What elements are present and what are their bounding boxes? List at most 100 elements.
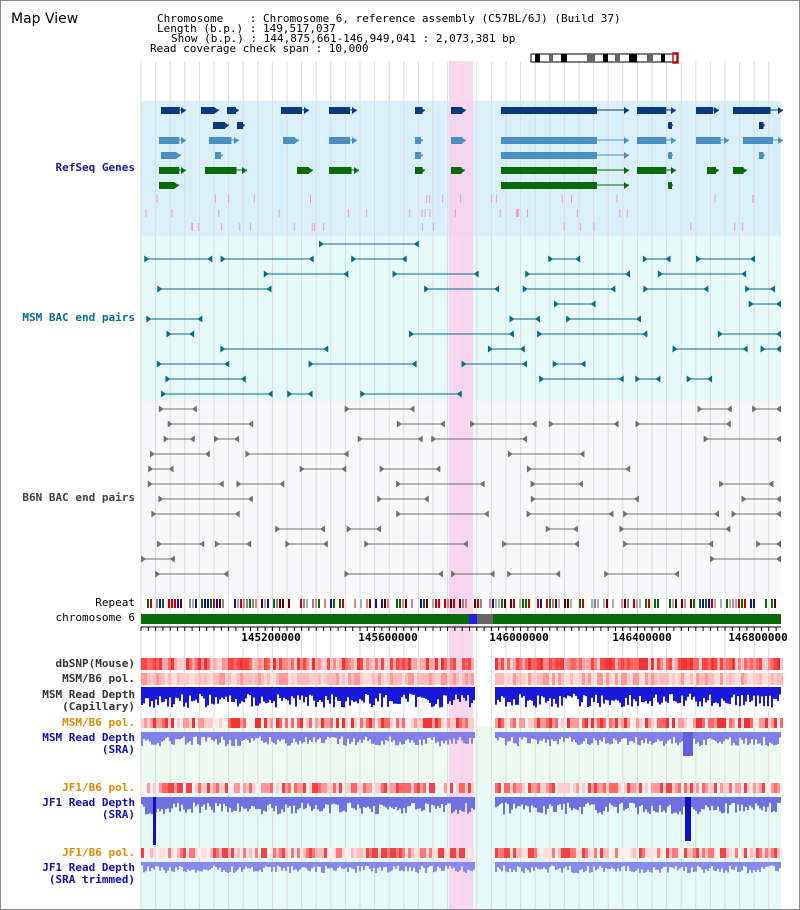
gene-exon bbox=[451, 107, 463, 114]
msm-bac-end bbox=[494, 285, 500, 293]
msm-capillary-depth bbox=[249, 687, 251, 696]
dbsnp-cell bbox=[495, 658, 498, 670]
repeat-mark bbox=[591, 599, 593, 608]
msm-sra-depth bbox=[375, 732, 377, 745]
msm-bac-end bbox=[635, 315, 641, 323]
msm-sra-depth bbox=[541, 732, 543, 741]
msm-pol-cell bbox=[537, 673, 540, 685]
jf1-trim-depth bbox=[245, 862, 247, 867]
repeat-mark bbox=[546, 599, 548, 608]
repeat-track-label[interactable]: Repeat bbox=[95, 596, 135, 609]
msm-sra-depth bbox=[763, 732, 765, 738]
jf1-trim-depth bbox=[595, 862, 597, 871]
repeat-mark bbox=[522, 599, 524, 608]
msm-b6-pol-label[interactable]: MSM/B6 pol. bbox=[62, 672, 135, 685]
msm-pol2-cell bbox=[537, 718, 540, 728]
jf1-sra-depth bbox=[727, 797, 729, 814]
jf1-sra-depth bbox=[729, 797, 731, 805]
gene-arrow bbox=[308, 167, 313, 174]
jf1-trim-depth bbox=[147, 862, 149, 867]
jf1-sra-depth bbox=[661, 797, 663, 813]
jf1-trim-depth bbox=[369, 862, 371, 869]
msm-depth-sra-label[interactable]: MSM Read Depth bbox=[42, 731, 135, 744]
msm-pol2-cell bbox=[408, 718, 411, 728]
jf1-pol-cell bbox=[294, 783, 297, 793]
msm-sra-depth bbox=[441, 732, 443, 741]
b6n-bac-track-label[interactable]: B6N BAC end pairs bbox=[22, 491, 135, 504]
jf1-sra-depth bbox=[713, 797, 715, 811]
msm-pol2-cell bbox=[336, 718, 339, 728]
b6n-bac-end bbox=[218, 480, 224, 488]
msm-sra-depth bbox=[681, 732, 683, 742]
b6n-bac-end bbox=[608, 510, 614, 518]
dbsnp-track-label[interactable]: dbSNP(Mouse) bbox=[55, 657, 135, 670]
repeat-mark bbox=[207, 599, 209, 608]
msm-sra-depth bbox=[625, 732, 627, 739]
msm-depth-capillary-label[interactable]: MSM Read Depth bbox=[42, 688, 135, 701]
b6n-bac-end bbox=[409, 405, 415, 413]
jf1-pol-cell bbox=[603, 783, 606, 793]
jf1-trim-depth bbox=[673, 862, 675, 869]
jf1-trim-depth bbox=[207, 862, 209, 871]
jf1-trim-depth bbox=[175, 862, 177, 868]
jf1-sra-depth bbox=[659, 797, 661, 806]
msm-sra-depth bbox=[369, 732, 371, 740]
jf1-trim-depth bbox=[699, 862, 701, 868]
jf1-trim-depth bbox=[167, 862, 169, 871]
jf1-sra-depth bbox=[741, 797, 743, 805]
msm-sra-depth bbox=[613, 732, 615, 739]
msm-capillary-depth bbox=[281, 687, 283, 701]
msm-bac-end bbox=[220, 255, 226, 263]
msm-sra-depth bbox=[767, 732, 769, 747]
msm-sra-depth bbox=[439, 732, 441, 747]
dbsnp-cell bbox=[267, 658, 270, 670]
msm-sra-depth bbox=[705, 732, 707, 745]
jf1-sra-depth bbox=[367, 797, 369, 807]
jf1-pol2-cell bbox=[552, 848, 555, 858]
msm-bac-track-label[interactable]: MSM BAC end pairs bbox=[22, 311, 135, 324]
jf1-sra-depth bbox=[217, 797, 219, 807]
jf1-sra-depth bbox=[557, 797, 559, 805]
jf1-pol-cell bbox=[276, 783, 279, 793]
jf1-sra-depth bbox=[143, 797, 145, 807]
jf1-pol2-cell bbox=[546, 848, 549, 858]
jf1-trim-depth bbox=[779, 862, 781, 869]
msm-sra-depth bbox=[515, 732, 517, 744]
jf1-depth-trim-label[interactable]: JF1 Read Depth bbox=[42, 861, 135, 874]
jf1-b6-pol-label[interactable]: JF1/B6 pol. bbox=[62, 781, 135, 794]
msm-b6-pol-label-2[interactable]: MSM/B6 pol. bbox=[62, 716, 135, 729]
dbsnp-cell bbox=[537, 658, 540, 670]
msm-capillary-depth bbox=[229, 687, 231, 696]
msm-pol2-cell bbox=[306, 718, 309, 728]
jf1-sra-depth bbox=[591, 797, 593, 805]
msm-capillary-depth bbox=[749, 687, 751, 702]
dbsnp-cell bbox=[639, 658, 642, 670]
msm-sra-depth bbox=[587, 732, 589, 745]
msm-sra-depth bbox=[593, 732, 595, 739]
msm-sra-depth bbox=[621, 732, 623, 740]
msm-pol2-cell bbox=[165, 718, 168, 728]
jf1-trim-depth bbox=[775, 862, 777, 871]
msm-pol2-cell bbox=[453, 718, 456, 728]
msm-pol-cell bbox=[339, 673, 342, 685]
b6n-bac-end bbox=[776, 510, 781, 518]
msm-capillary-depth bbox=[203, 687, 205, 699]
jf1-sra-depth bbox=[463, 797, 465, 812]
jf1-pol2-cell bbox=[615, 848, 618, 858]
msm-sra-depth bbox=[739, 732, 741, 738]
msm-capillary-depth bbox=[513, 687, 515, 700]
msm-pol2-cell bbox=[690, 718, 693, 728]
jf1-sra-depth bbox=[647, 797, 649, 813]
msm-capillary-depth bbox=[561, 687, 563, 706]
jf1-trim-depth bbox=[355, 862, 357, 873]
msm-capillary-depth bbox=[277, 687, 279, 695]
repeat-mark bbox=[339, 599, 341, 608]
jf1-trim-depth bbox=[281, 862, 283, 871]
jf1-b6-pol-label-2[interactable]: JF1/B6 pol. bbox=[62, 846, 135, 859]
jf1-sra-depth bbox=[551, 797, 553, 807]
refseq-track-label[interactable]: RefSeq Genes bbox=[55, 161, 135, 174]
jf1-depth-sra-label[interactable]: JF1 Read Depth bbox=[42, 796, 135, 809]
msm-sra-depth bbox=[759, 732, 761, 744]
jf1-sra-depth bbox=[303, 797, 305, 810]
msm-sra-depth bbox=[719, 732, 721, 742]
